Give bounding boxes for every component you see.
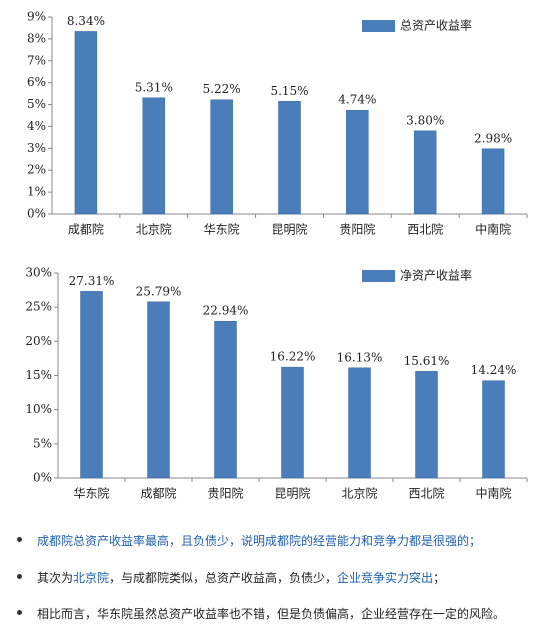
y-tick-label: 6%	[27, 75, 46, 89]
text-segment: 成都院总资产收益率最高，且负债少，说明成都院的经营能力和竞争力都是很强的；	[37, 534, 482, 548]
y-tick-label: 4%	[27, 119, 46, 133]
y-tick-label: 7%	[27, 53, 46, 67]
x-tick-label: 华东院	[204, 223, 240, 237]
y-tick-label: 8%	[27, 31, 46, 45]
x-tick-label: 西北院	[408, 487, 444, 501]
data-label: 27.31%	[69, 274, 115, 288]
data-label: 3.80%	[406, 113, 444, 127]
y-tick-label: 15%	[25, 368, 52, 382]
bar	[74, 31, 98, 215]
y-tick-label: 3%	[27, 141, 46, 155]
data-label: 5.22%	[203, 82, 241, 96]
text-segment: ，与成都院类似，总资产收益高，负债少，	[109, 571, 338, 585]
x-tick-label: 中南院	[475, 222, 511, 237]
bar	[348, 367, 371, 479]
y-tick-label: 1%	[27, 185, 46, 199]
data-label: 5.15%	[270, 84, 308, 98]
x-tick-label: 西北院	[407, 223, 443, 237]
x-tick-label: 贵阳院	[339, 223, 375, 237]
data-label: 22.94%	[203, 304, 249, 318]
x-tick-label: 昆明院	[271, 223, 307, 237]
x-tick-label: 昆明院	[274, 487, 310, 501]
data-label: 5.31%	[135, 80, 173, 94]
x-tick-label: 北京院	[136, 223, 172, 237]
y-tick-label: 25%	[25, 300, 52, 314]
data-label: 4.74%	[338, 93, 376, 107]
data-label: 16.13%	[337, 350, 383, 364]
text-segment: 企业竞争实力突出	[337, 571, 434, 585]
data-label: 14.24%	[471, 363, 517, 377]
x-tick-label: 成都院	[140, 487, 176, 501]
x-tick-label: 北京院	[341, 487, 377, 501]
bullet-dot	[17, 537, 22, 542]
legend-swatch	[362, 20, 395, 32]
text-segment: 北京院	[73, 571, 110, 585]
x-tick-label: 华东院	[73, 487, 109, 501]
bar	[278, 101, 301, 215]
y-tick-label: 9%	[27, 10, 46, 24]
data-label: 25.79%	[136, 284, 182, 298]
y-tick-label: 0%	[27, 207, 46, 221]
data-label: 16.22%	[270, 350, 316, 364]
y-tick-label: 20%	[25, 334, 52, 348]
data-label: 2.98%	[474, 131, 512, 145]
y-tick-label: 5%	[27, 97, 46, 111]
x-tick-label: 贵阳院	[207, 487, 243, 501]
y-tick-label: 30%	[25, 266, 52, 280]
legend-swatch	[362, 270, 395, 282]
data-label: 15.61%	[404, 354, 450, 368]
legend-label: 总资产收益率	[400, 18, 472, 33]
text-segment: 相比而言，华东院虽然总资产收益率也不错，但是负债偏高，企业经营存在一定的风险。	[37, 607, 506, 621]
bullet-dot	[17, 574, 22, 579]
y-tick-label: 2%	[27, 163, 46, 177]
bar	[413, 130, 437, 215]
data-label: 8.34%	[67, 14, 105, 28]
y-tick-label: 10%	[25, 402, 52, 416]
bullet-dot	[17, 610, 22, 615]
bar	[481, 148, 505, 215]
x-tick-label: 中南院	[475, 486, 511, 501]
bullet-text: 相比而言，华东院虽然总资产收益率也不错，但是负债偏高，企业经营存在一定的风险。	[37, 605, 505, 622]
charts: 0%1%2%3%4%5%6%7%8%9%成都院 北京院 华东院 昆明院 贵阳院 西北院 中南…	[25, 10, 528, 501]
bar	[214, 320, 237, 479]
bar	[482, 380, 505, 479]
bar	[142, 97, 166, 215]
bar	[80, 291, 103, 479]
x-tick-label: 成都院	[68, 223, 104, 237]
y-tick-label: 0%	[33, 471, 52, 485]
bar	[346, 109, 369, 215]
bar	[415, 371, 438, 479]
bullet-text: 成都院总资产收益率最高，且负债少，说明成都院的经营能力和竞争力都是很强的；	[37, 532, 481, 549]
text-segment: ；	[433, 571, 446, 585]
y-tick-label: 5%	[33, 436, 52, 450]
bar	[147, 301, 170, 479]
legend-label: 净资产收益率	[400, 268, 472, 283]
bar	[210, 99, 233, 215]
text-segment: 其次为	[37, 571, 74, 585]
bar	[281, 366, 304, 479]
bullet-text: 其次为北京院，与成都院类似，总资产收益高，负债少，企业竞争实力突出；	[37, 569, 445, 586]
